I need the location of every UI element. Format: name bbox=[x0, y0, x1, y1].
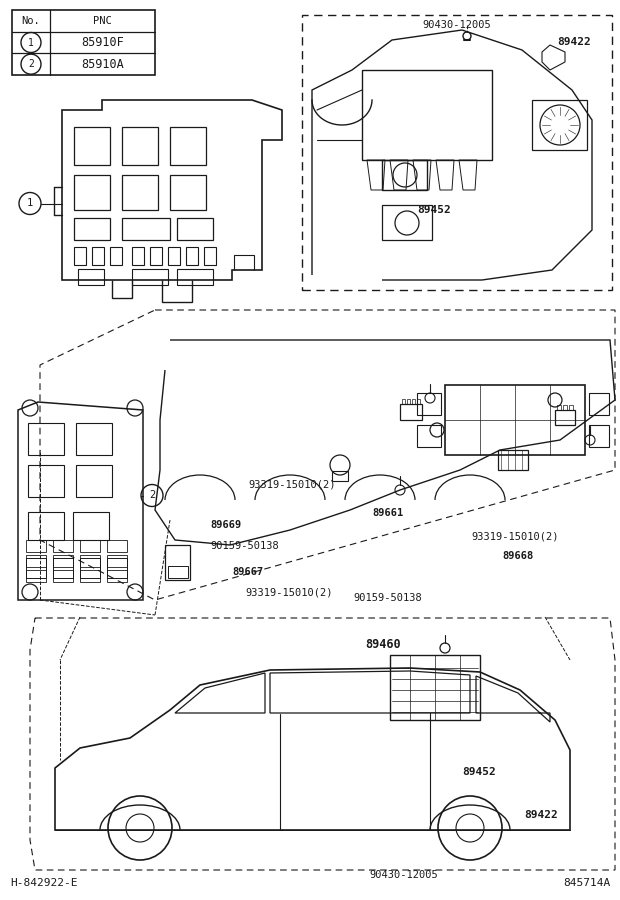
Bar bbox=[80, 540, 100, 552]
Text: 90159-50138: 90159-50138 bbox=[353, 592, 422, 603]
Bar bbox=[445, 385, 585, 455]
Bar bbox=[74, 175, 110, 210]
Bar bbox=[107, 540, 127, 552]
Bar bbox=[563, 405, 567, 410]
Text: 89668: 89668 bbox=[502, 551, 533, 562]
Text: 1: 1 bbox=[28, 38, 34, 48]
Text: 89422: 89422 bbox=[557, 37, 591, 47]
Bar bbox=[589, 393, 609, 415]
Bar bbox=[122, 175, 158, 210]
Bar bbox=[177, 269, 213, 285]
Bar bbox=[73, 512, 109, 540]
Bar bbox=[407, 399, 410, 404]
Bar bbox=[28, 465, 64, 497]
Bar bbox=[417, 399, 420, 404]
Bar bbox=[110, 247, 122, 265]
Bar bbox=[390, 655, 480, 720]
Bar bbox=[165, 545, 190, 580]
Bar bbox=[53, 540, 73, 552]
Text: 1: 1 bbox=[27, 199, 33, 209]
Bar bbox=[28, 423, 64, 455]
Bar bbox=[26, 540, 46, 552]
Bar bbox=[107, 555, 127, 567]
Bar bbox=[177, 218, 213, 240]
Bar bbox=[170, 175, 206, 210]
Bar bbox=[78, 269, 104, 285]
Text: 89669: 89669 bbox=[211, 519, 242, 530]
Bar bbox=[122, 218, 170, 240]
Text: PNC: PNC bbox=[93, 16, 112, 26]
Bar bbox=[204, 247, 216, 265]
Bar bbox=[76, 465, 112, 497]
Bar bbox=[28, 512, 64, 540]
Bar bbox=[80, 558, 100, 578]
Bar bbox=[557, 405, 561, 410]
Text: 89661: 89661 bbox=[372, 508, 403, 518]
Bar bbox=[80, 570, 100, 582]
Text: 2: 2 bbox=[28, 59, 34, 69]
Text: 90159-50138: 90159-50138 bbox=[211, 541, 280, 552]
Bar bbox=[74, 247, 86, 265]
Bar bbox=[92, 247, 104, 265]
Bar bbox=[53, 555, 73, 567]
Bar bbox=[132, 247, 144, 265]
Bar bbox=[26, 558, 46, 578]
Bar bbox=[302, 15, 612, 290]
Text: 93319-15010(2): 93319-15010(2) bbox=[248, 479, 335, 490]
Bar bbox=[400, 404, 422, 420]
Text: 93319-15010(2): 93319-15010(2) bbox=[471, 531, 559, 542]
Bar bbox=[12, 10, 155, 75]
Bar bbox=[107, 558, 127, 578]
Bar bbox=[74, 127, 110, 165]
Bar bbox=[417, 393, 441, 415]
Bar bbox=[132, 269, 168, 285]
Bar bbox=[107, 570, 127, 582]
Text: 90430-12005: 90430-12005 bbox=[369, 869, 438, 880]
Bar bbox=[589, 425, 609, 447]
Bar bbox=[53, 570, 73, 582]
Bar bbox=[382, 205, 432, 240]
Text: 89452: 89452 bbox=[417, 205, 451, 215]
Bar bbox=[186, 247, 198, 265]
Text: H-842922-E: H-842922-E bbox=[10, 878, 78, 888]
Bar bbox=[402, 399, 405, 404]
Bar bbox=[382, 160, 427, 190]
Bar bbox=[332, 471, 348, 481]
Text: 2: 2 bbox=[149, 491, 155, 500]
Bar bbox=[569, 405, 573, 410]
Bar bbox=[170, 127, 206, 165]
Text: 89460: 89460 bbox=[365, 638, 401, 652]
Bar bbox=[150, 247, 162, 265]
Text: 93319-15010(2): 93319-15010(2) bbox=[245, 587, 332, 598]
Bar bbox=[168, 247, 180, 265]
Bar bbox=[417, 425, 441, 447]
Bar bbox=[122, 127, 158, 165]
Text: 89667: 89667 bbox=[232, 567, 264, 578]
Bar bbox=[26, 570, 46, 582]
Bar bbox=[74, 218, 110, 240]
Text: No.: No. bbox=[22, 16, 40, 26]
Text: 89452: 89452 bbox=[462, 767, 495, 778]
Bar bbox=[555, 410, 575, 425]
Bar bbox=[76, 423, 112, 455]
Text: 85910F: 85910F bbox=[81, 36, 124, 49]
Bar bbox=[532, 100, 587, 150]
Text: 85910A: 85910A bbox=[81, 58, 124, 71]
Bar bbox=[498, 450, 528, 470]
Text: 845714A: 845714A bbox=[563, 878, 610, 888]
Bar bbox=[26, 555, 46, 567]
Text: 90430-12005: 90430-12005 bbox=[422, 20, 491, 30]
Bar bbox=[412, 399, 415, 404]
Bar bbox=[80, 555, 100, 567]
Bar bbox=[53, 558, 73, 578]
Bar bbox=[362, 70, 492, 160]
Text: 89422: 89422 bbox=[524, 809, 557, 820]
Bar bbox=[168, 566, 188, 578]
